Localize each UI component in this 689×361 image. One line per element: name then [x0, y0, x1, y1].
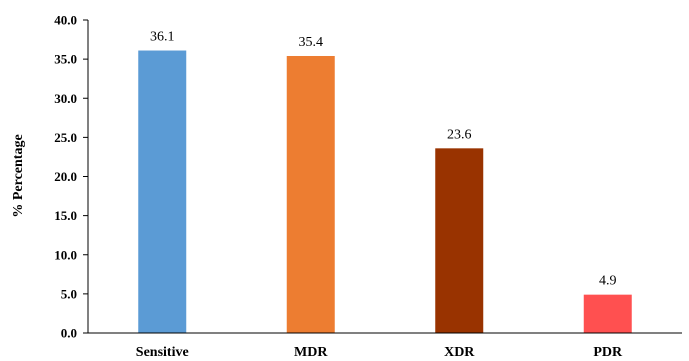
y-axis-title: % Percentage	[11, 134, 26, 217]
data-label-sensitive: 36.1	[150, 30, 175, 45]
y-tick-label: 25.0	[54, 130, 77, 145]
x-category-label: MDR	[294, 345, 328, 360]
bar-mdr	[286, 55, 335, 334]
y-axis-ticks: 0.0 5.0 10.0 15.0 20.0 25.0 30.0 35.0 40.0	[54, 13, 88, 341]
y-tick-label: 40.0	[54, 13, 77, 28]
bars	[138, 50, 632, 334]
bar-xdr	[435, 148, 484, 333]
data-label-pdr: 4.9	[599, 274, 617, 289]
data-label-mdr: 35.4	[299, 35, 324, 50]
y-tick-label: 10.0	[54, 247, 77, 262]
y-tick-label: 15.0	[54, 208, 77, 223]
y-tick-label: 35.0	[54, 52, 77, 67]
y-tick-label: 0.0	[61, 326, 77, 341]
data-label-xdr: 23.6	[447, 127, 472, 142]
y-tick-label: 20.0	[54, 169, 77, 184]
bar-sensitive	[138, 50, 187, 334]
x-category-label: PDR	[593, 345, 623, 360]
data-labels: 36.1 35.4 23.6 4.9	[150, 30, 617, 289]
x-category-label: Sensitive	[136, 345, 189, 360]
x-axis-category-labels: Sensitive MDR XDR PDR	[136, 345, 623, 360]
y-tick-label: 30.0	[54, 91, 77, 106]
bar-pdr	[583, 294, 632, 333]
x-category-label: XDR	[444, 345, 475, 360]
y-tick-label: 5.0	[61, 286, 77, 301]
